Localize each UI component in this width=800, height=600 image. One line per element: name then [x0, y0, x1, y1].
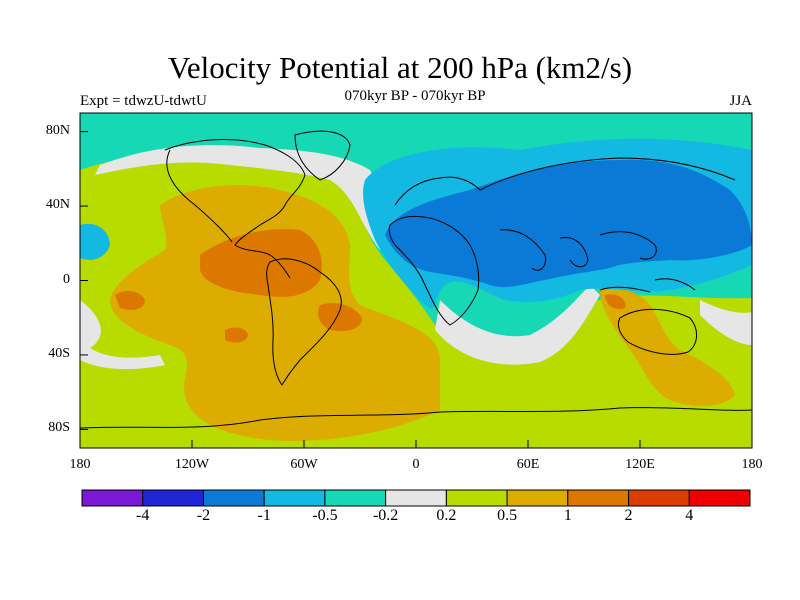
colorbar-label: 2 [624, 507, 633, 524]
colorbar-swatch [324, 489, 387, 507]
colorbar-label: 1 [563, 507, 572, 524]
lat-tick-label: 0 [63, 271, 70, 287]
lon-tick-label: 180 [741, 457, 763, 472]
experiment-label: Expt = tdwzU-tdwtU [80, 93, 207, 109]
colorbar-swatch [202, 489, 265, 507]
colorbar-label: 0.5 [497, 507, 518, 524]
colorbar-label: -2 [196, 507, 211, 524]
positive-strong-region [115, 229, 626, 343]
colorbar-swatch [142, 489, 204, 507]
colorbar [81, 489, 751, 507]
longitude-ticks [79, 440, 753, 448]
positive-medium-region-australia [600, 288, 735, 407]
neutral-band-south [435, 285, 600, 365]
lon-tick-label: 60W [290, 457, 318, 472]
negative-strong-region [385, 159, 752, 288]
lon-tick-label: 0 [412, 457, 420, 472]
colorbar-label: -4 [136, 507, 150, 524]
colorbar-swatch [385, 489, 447, 507]
colorbar-label: -0.5 [312, 507, 338, 524]
colorbar-swatch [567, 489, 630, 507]
colorbar-swatch [81, 489, 144, 507]
lon-tick-label: 60E [516, 457, 540, 472]
colorbar-swatch [688, 489, 751, 507]
colorbar-swatch [445, 489, 508, 507]
neutral-band-east [700, 300, 752, 345]
contour-field [80, 113, 752, 448]
lon-tick-label: 120W [174, 457, 210, 472]
colorbar-label: -1 [257, 507, 271, 524]
lat-tick-label: 80N [45, 122, 70, 138]
map-title: Velocity Potential at 200 hPa (km2/s) [167, 50, 633, 85]
colorbar-swatch [263, 489, 326, 507]
lat-tick-label: 40N [45, 197, 70, 213]
positive-medium-region [110, 185, 440, 441]
lat-tick-label: 80S [48, 420, 70, 436]
colorbar-label: -0.2 [372, 507, 399, 524]
colorbar-label: 0.2 [436, 507, 457, 524]
map-subtitle: 070kyr BP - 070kyr BP [344, 88, 486, 104]
lon-tick-label: 120E [625, 457, 655, 472]
neutral-band-north [95, 145, 390, 250]
coastlines [80, 130, 752, 429]
colorbar-swatch [628, 489, 690, 507]
season-label: JJA [729, 93, 752, 109]
neutral-band-pacific [80, 300, 165, 370]
lon-tick-label: 180 [69, 457, 91, 472]
lat-tick-label: 40S [48, 345, 70, 361]
colorbar-label: 4 [685, 507, 694, 524]
colorbar-swatch [506, 489, 569, 507]
latitude-ticks [80, 131, 88, 430]
